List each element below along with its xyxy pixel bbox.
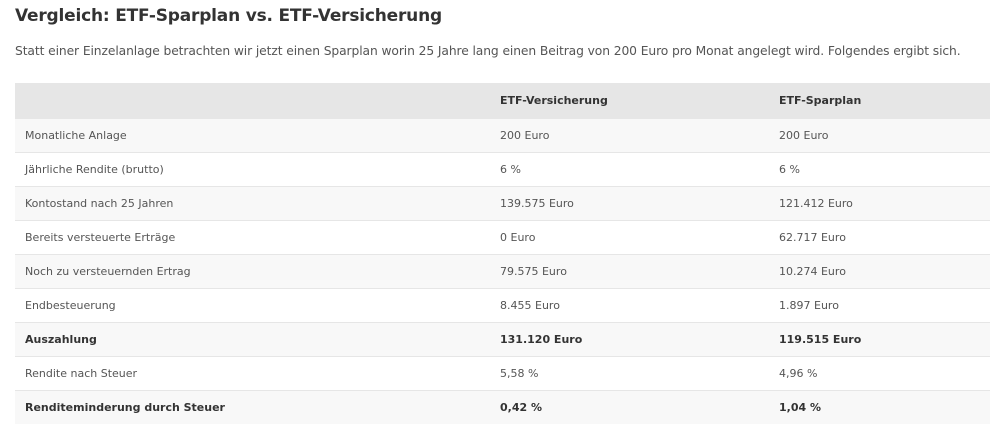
row-label: Rendite nach Steuer bbox=[15, 357, 490, 391]
intro-paragraph: Statt einer Einzelanlage betrachten wir … bbox=[15, 44, 961, 58]
etf-sparplan-value: 10.274 Euro bbox=[769, 255, 990, 289]
row-label: Kontostand nach 25 Jahren bbox=[15, 187, 490, 221]
etf-versicherung-value: 139.575 Euro bbox=[490, 187, 769, 221]
etf-versicherung-value: 0 Euro bbox=[490, 221, 769, 255]
etf-versicherung-value: 131.120 Euro bbox=[490, 323, 769, 357]
header-etf-versicherung: ETF-Versicherung bbox=[490, 83, 769, 119]
etf-sparplan-value: 119.515 Euro bbox=[769, 323, 990, 357]
table-header-row: ETF-Versicherung ETF-Sparplan bbox=[15, 83, 990, 119]
etf-sparplan-value: 62.717 Euro bbox=[769, 221, 990, 255]
row-label: Renditeminderung durch Steuer bbox=[15, 391, 490, 424]
row-label: Bereits versteuerte Erträge bbox=[15, 221, 490, 255]
etf-sparplan-value: 1.897 Euro bbox=[769, 289, 990, 323]
etf-versicherung-value: 200 Euro bbox=[490, 119, 769, 153]
etf-sparplan-value: 1,04 % bbox=[769, 391, 990, 424]
comparison-table: ETF-Versicherung ETF-Sparplan Monatliche… bbox=[15, 83, 990, 424]
row-label: Noch zu versteuernden Ertrag bbox=[15, 255, 490, 289]
etf-versicherung-value: 0,42 % bbox=[490, 391, 769, 424]
etf-versicherung-value: 5,58 % bbox=[490, 357, 769, 391]
row-label: Monatliche Anlage bbox=[15, 119, 490, 153]
row-label: Auszahlung bbox=[15, 323, 490, 357]
etf-sparplan-value: 6 % bbox=[769, 153, 990, 187]
etf-versicherung-value: 6 % bbox=[490, 153, 769, 187]
etf-versicherung-value: 79.575 Euro bbox=[490, 255, 769, 289]
page-title: Vergleich: ETF-Sparplan vs. ETF-Versiche… bbox=[15, 6, 442, 26]
etf-sparplan-value: 200 Euro bbox=[769, 119, 990, 153]
etf-sparplan-value: 4,96 % bbox=[769, 357, 990, 391]
header-label bbox=[15, 83, 490, 119]
row-label: Jährliche Rendite (brutto) bbox=[15, 153, 490, 187]
etf-versicherung-value: 8.455 Euro bbox=[490, 289, 769, 323]
etf-sparplan-value: 121.412 Euro bbox=[769, 187, 990, 221]
table-row: Jährliche Rendite (brutto)6 %6 % bbox=[15, 153, 990, 187]
header-etf-sparplan: ETF-Sparplan bbox=[769, 83, 990, 119]
row-label: Endbesteuerung bbox=[15, 289, 490, 323]
